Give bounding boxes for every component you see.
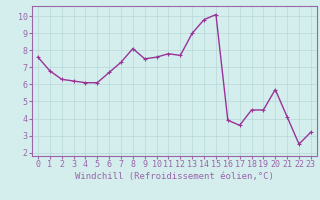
X-axis label: Windchill (Refroidissement éolien,°C): Windchill (Refroidissement éolien,°C) — [75, 172, 274, 181]
